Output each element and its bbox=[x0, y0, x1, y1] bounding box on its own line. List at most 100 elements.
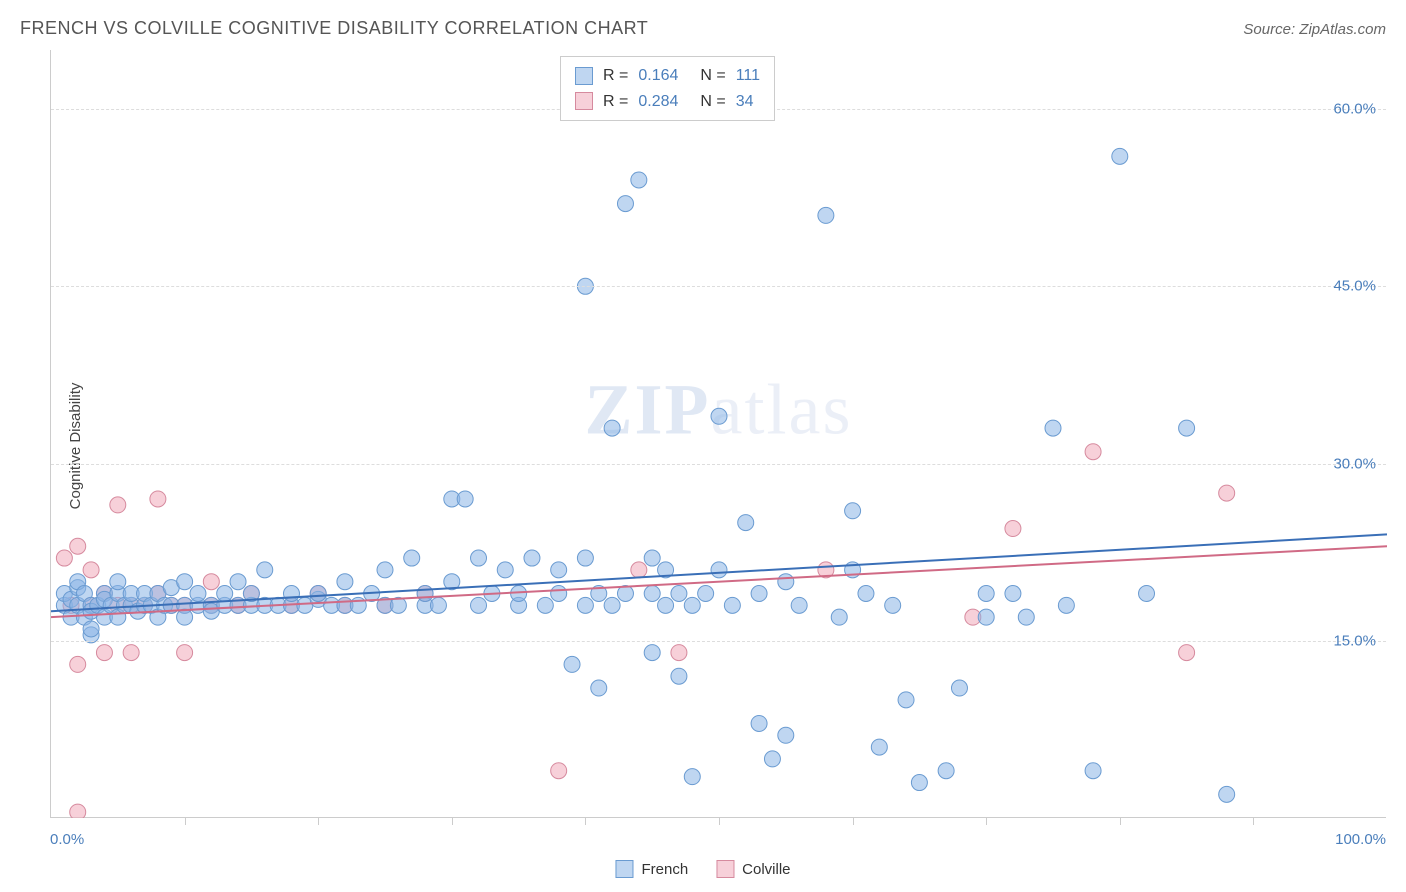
x-tick bbox=[986, 817, 987, 825]
data-point bbox=[644, 645, 660, 661]
data-point bbox=[671, 668, 687, 684]
data-point bbox=[430, 597, 446, 613]
data-point bbox=[283, 586, 299, 602]
data-point bbox=[123, 645, 139, 661]
data-point bbox=[471, 550, 487, 566]
r-value: 0.164 bbox=[638, 63, 690, 89]
data-point bbox=[417, 586, 433, 602]
data-point bbox=[1179, 645, 1195, 661]
data-point bbox=[1219, 485, 1235, 501]
data-point bbox=[70, 804, 86, 818]
data-point bbox=[377, 562, 393, 578]
data-point bbox=[631, 562, 647, 578]
data-point bbox=[684, 769, 700, 785]
data-point bbox=[310, 586, 326, 602]
data-point bbox=[1085, 444, 1101, 460]
data-point bbox=[1058, 597, 1074, 613]
data-point bbox=[911, 775, 927, 791]
data-point bbox=[711, 562, 727, 578]
data-point bbox=[257, 562, 273, 578]
y-tick-label: 15.0% bbox=[1333, 632, 1376, 649]
n-value: 34 bbox=[736, 89, 754, 115]
data-point bbox=[524, 550, 540, 566]
data-point bbox=[177, 645, 193, 661]
data-point bbox=[83, 562, 99, 578]
data-point bbox=[230, 574, 246, 590]
chart-header: FRENCH VS COLVILLE COGNITIVE DISABILITY … bbox=[20, 18, 1386, 39]
data-point bbox=[1139, 586, 1155, 602]
gridline bbox=[51, 641, 1386, 642]
x-tick bbox=[318, 817, 319, 825]
data-point bbox=[150, 491, 166, 507]
gridline bbox=[51, 464, 1386, 465]
data-point bbox=[56, 550, 72, 566]
data-point bbox=[978, 609, 994, 625]
n-label: N = bbox=[700, 89, 725, 115]
x-tick bbox=[719, 817, 720, 825]
data-point bbox=[1005, 521, 1021, 537]
data-point bbox=[751, 586, 767, 602]
x-tick bbox=[185, 817, 186, 825]
data-point bbox=[497, 562, 513, 578]
data-point bbox=[70, 538, 86, 554]
r-label: R = bbox=[603, 89, 628, 115]
data-point bbox=[617, 196, 633, 212]
x-axis-max-label: 100.0% bbox=[1335, 831, 1386, 848]
data-point bbox=[551, 763, 567, 779]
data-point bbox=[951, 680, 967, 696]
data-point bbox=[551, 586, 567, 602]
data-point bbox=[791, 597, 807, 613]
data-point bbox=[577, 550, 593, 566]
data-point bbox=[471, 597, 487, 613]
data-point bbox=[764, 751, 780, 767]
data-point bbox=[738, 515, 754, 531]
data-point bbox=[751, 715, 767, 731]
chart-title: FRENCH VS COLVILLE COGNITIVE DISABILITY … bbox=[20, 18, 648, 39]
trend-line bbox=[51, 534, 1387, 611]
y-tick-label: 45.0% bbox=[1333, 278, 1376, 295]
data-point bbox=[778, 574, 794, 590]
data-point bbox=[110, 574, 126, 590]
data-point bbox=[337, 574, 353, 590]
data-point bbox=[885, 597, 901, 613]
data-point bbox=[698, 586, 714, 602]
data-point bbox=[1085, 763, 1101, 779]
scatter-svg bbox=[51, 50, 1387, 818]
gridline bbox=[51, 286, 1386, 287]
data-point bbox=[778, 727, 794, 743]
chart-source: Source: ZipAtlas.com bbox=[1243, 21, 1386, 38]
stats-row: R = 0.284 N = 34 bbox=[575, 89, 760, 115]
stats-row: R =0.164N =111 bbox=[575, 63, 760, 89]
data-point bbox=[457, 491, 473, 507]
data-point bbox=[818, 207, 834, 223]
source-prefix: Source: bbox=[1243, 21, 1299, 38]
data-point bbox=[978, 586, 994, 602]
data-point bbox=[217, 586, 233, 602]
data-point bbox=[70, 656, 86, 672]
legend-swatch bbox=[716, 860, 734, 878]
data-point bbox=[1219, 786, 1235, 802]
x-tick bbox=[585, 817, 586, 825]
data-point bbox=[871, 739, 887, 755]
x-tick bbox=[1120, 817, 1121, 825]
data-point bbox=[644, 586, 660, 602]
x-tick bbox=[452, 817, 453, 825]
data-point bbox=[1005, 586, 1021, 602]
data-point bbox=[83, 621, 99, 637]
y-tick-label: 60.0% bbox=[1333, 101, 1376, 118]
r-value: 0.284 bbox=[638, 89, 690, 115]
series-swatch bbox=[575, 92, 593, 110]
data-point bbox=[831, 609, 847, 625]
r-label: R = bbox=[603, 63, 628, 89]
data-point bbox=[671, 645, 687, 661]
data-point bbox=[177, 574, 193, 590]
trend-line bbox=[51, 546, 1387, 617]
data-point bbox=[1045, 420, 1061, 436]
correlation-stats-box: R =0.164N =111R =0.284N =34 bbox=[560, 56, 775, 121]
source-name: ZipAtlas.com bbox=[1299, 21, 1386, 38]
data-point bbox=[898, 692, 914, 708]
data-point bbox=[177, 609, 193, 625]
data-point bbox=[858, 586, 874, 602]
data-point bbox=[203, 574, 219, 590]
legend-label: Colville bbox=[742, 861, 790, 878]
